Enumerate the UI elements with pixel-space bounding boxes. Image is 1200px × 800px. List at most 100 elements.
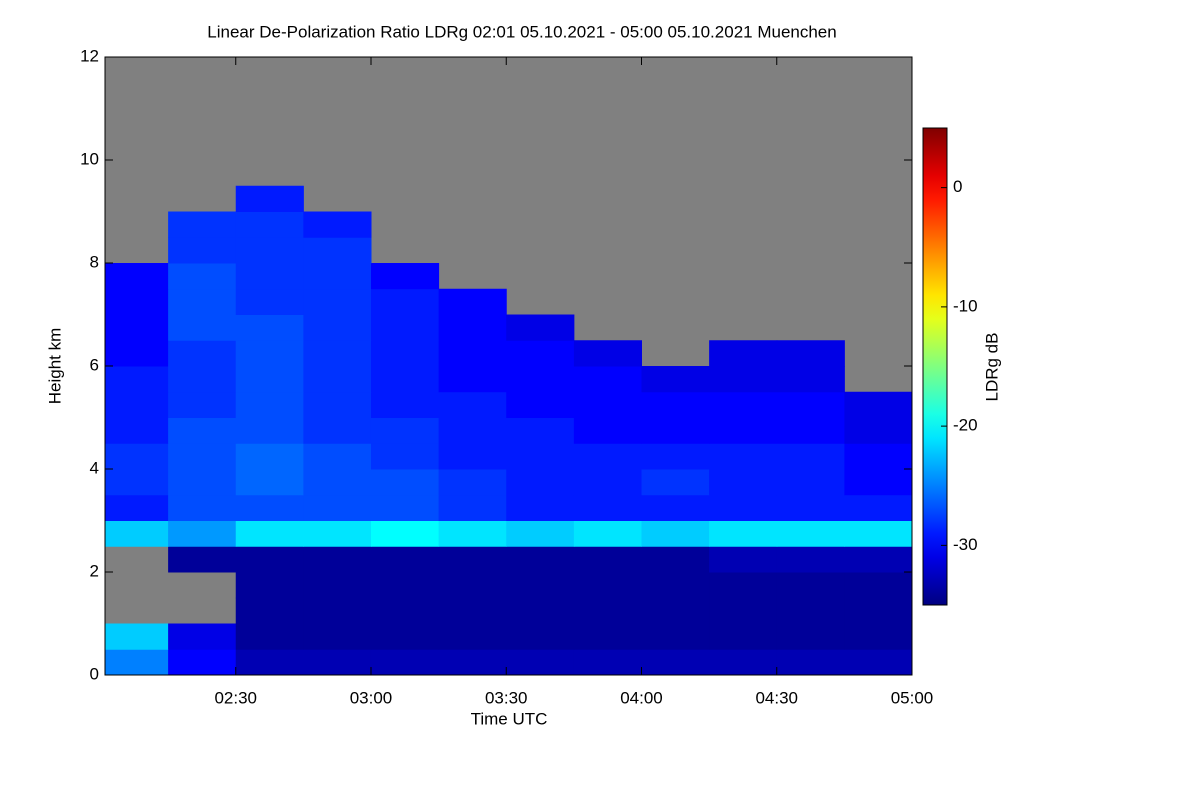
heatmap-cell xyxy=(573,546,642,573)
heatmap-cell xyxy=(370,469,440,496)
heatmap-cell xyxy=(776,520,845,547)
x-tick-label: 02:30 xyxy=(214,688,257,707)
heatmap-cell xyxy=(303,263,372,290)
heatmap-cell xyxy=(370,263,440,290)
heatmap-cell xyxy=(776,597,845,624)
heatmap-cell xyxy=(105,417,169,444)
colorbar-tick-label: -20 xyxy=(953,416,978,435)
heatmap-cell xyxy=(641,649,710,676)
heatmap-cell xyxy=(641,520,710,547)
heatmap-cell xyxy=(168,263,237,290)
heatmap-cell xyxy=(438,366,507,393)
heatmap-cell xyxy=(776,623,845,650)
heatmap-cell xyxy=(235,469,304,496)
heatmap-cell xyxy=(370,443,440,470)
heatmap-cell xyxy=(303,546,372,573)
heatmap-cell xyxy=(168,391,237,418)
y-tick-label: 8 xyxy=(90,252,99,271)
heatmap-cell xyxy=(105,623,169,650)
heatmap-cell xyxy=(303,597,372,624)
heatmap-cell xyxy=(573,417,642,444)
heatmap-cell xyxy=(105,443,169,470)
heatmap-cell xyxy=(844,572,913,599)
colorbar-tick-label: -10 xyxy=(953,296,978,315)
colorbar-tick-label: 0 xyxy=(953,177,962,196)
x-tick-label: 05:00 xyxy=(891,688,934,707)
heatmap-cell xyxy=(438,391,507,418)
heatmap-cell xyxy=(370,623,440,650)
heatmap-cell xyxy=(105,469,169,496)
heatmap-cell xyxy=(105,520,169,547)
heatmap-cell xyxy=(168,520,237,547)
x-tick-label: 03:30 xyxy=(485,688,528,707)
heatmap-cell xyxy=(438,443,507,470)
heatmap-cell xyxy=(370,391,440,418)
heatmap-cell xyxy=(303,520,372,547)
heatmap-cell xyxy=(506,572,575,599)
heatmap-cell xyxy=(105,494,169,521)
heatmap-cell xyxy=(709,546,778,573)
heatmap-cell xyxy=(438,572,507,599)
heatmap-cell xyxy=(776,494,845,521)
heatmap-cell xyxy=(303,623,372,650)
heatmap-cell xyxy=(303,572,372,599)
heatmap-cell xyxy=(641,469,710,496)
heatmap-cell xyxy=(168,546,237,573)
heatmap-cell xyxy=(105,263,169,290)
heatmap-cell xyxy=(438,288,507,315)
heatmap-cell xyxy=(573,572,642,599)
heatmap-cell xyxy=(438,623,507,650)
heatmap-cell xyxy=(709,623,778,650)
heatmap-cell xyxy=(573,597,642,624)
heatmap-cell xyxy=(105,391,169,418)
heatmap-cell xyxy=(168,443,237,470)
heatmap-cell xyxy=(641,417,710,444)
heatmap-cell xyxy=(168,417,237,444)
heatmap-cell xyxy=(573,366,642,393)
y-tick-label: 12 xyxy=(80,46,99,65)
y-tick-label: 6 xyxy=(90,355,99,374)
chart-title: Linear De-Polarization Ratio LDRg 02:01 … xyxy=(207,22,836,41)
heatmap-cell xyxy=(438,649,507,676)
heatmap-cell xyxy=(709,572,778,599)
x-axis-label: Time UTC xyxy=(471,709,548,728)
heatmap-cell xyxy=(844,623,913,650)
heatmap-cell xyxy=(776,649,845,676)
heatmap-cell xyxy=(370,572,440,599)
heatmap-cell xyxy=(370,340,440,367)
heatmap-cell xyxy=(235,623,304,650)
heatmap-cell xyxy=(506,417,575,444)
heatmap-cell xyxy=(370,288,440,315)
heatmap-cell xyxy=(506,469,575,496)
heatmap-cell xyxy=(105,366,169,393)
heatmap-cell xyxy=(641,391,710,418)
heatmap-cell xyxy=(641,443,710,470)
heatmap-cell xyxy=(709,340,778,367)
heatmap-cell xyxy=(370,417,440,444)
heatmap-cell xyxy=(235,443,304,470)
heatmap-cell xyxy=(573,391,642,418)
heatmap-cell xyxy=(438,469,507,496)
heatmap-cell xyxy=(235,314,304,341)
heatmap-cell xyxy=(506,340,575,367)
heatmap-cell xyxy=(303,494,372,521)
heatmap-cell xyxy=(438,340,507,367)
heatmap-cell xyxy=(303,391,372,418)
heatmap-cell xyxy=(370,314,440,341)
heatmap-cell xyxy=(709,417,778,444)
heatmap-cell xyxy=(303,340,372,367)
heatmap-cell xyxy=(641,366,710,393)
y-tick-label: 10 xyxy=(80,149,99,168)
heatmap-cell xyxy=(776,469,845,496)
heatmap-cell xyxy=(573,340,642,367)
heatmap-cell xyxy=(573,649,642,676)
y-tick-label: 2 xyxy=(90,561,99,580)
heatmap-cell xyxy=(168,211,237,238)
heatmap-cell xyxy=(641,494,710,521)
heatmap-cell xyxy=(235,572,304,599)
heatmap-cell xyxy=(709,366,778,393)
heatmap-cell xyxy=(844,546,913,573)
heatmap-cell xyxy=(168,340,237,367)
heatmap-cell xyxy=(709,443,778,470)
